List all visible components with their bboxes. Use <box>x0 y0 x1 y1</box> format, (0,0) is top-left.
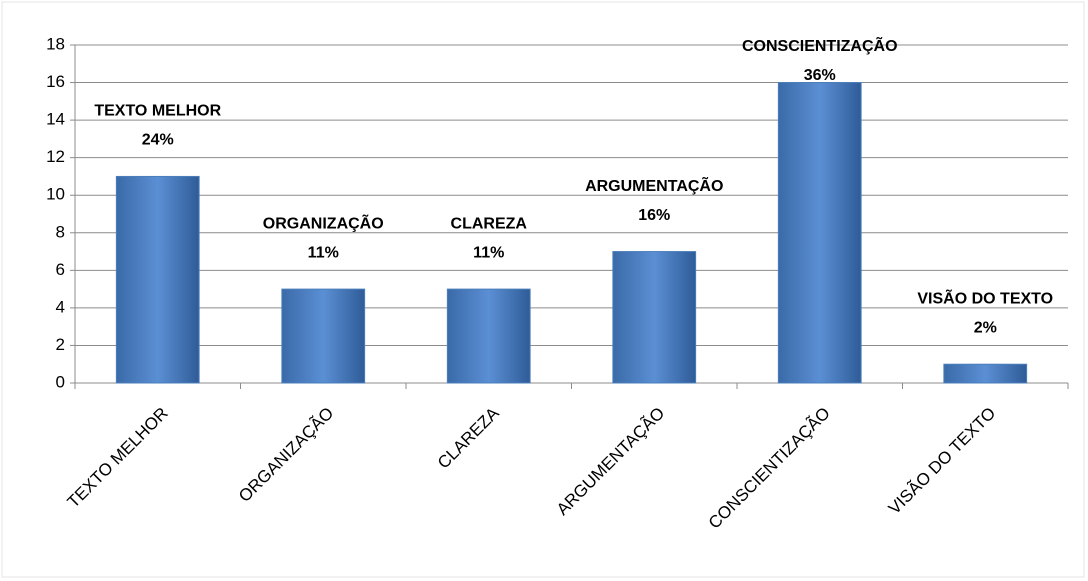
annotation-title: CLAREZA <box>451 215 528 232</box>
bar <box>943 363 1028 384</box>
annotation-text: 11% <box>308 244 339 261</box>
y-tick-label: 6 <box>56 260 65 279</box>
annotation-text: 11% <box>473 244 504 261</box>
y-tick-label: 14 <box>46 110 65 129</box>
y-tick-label: 0 <box>56 372 65 391</box>
bar <box>115 175 200 384</box>
annotation-title: VISÃO DO TEXTO <box>917 287 1053 307</box>
bar <box>777 82 862 384</box>
y-tick-label: 10 <box>46 185 65 204</box>
bar <box>446 288 531 384</box>
annotation-title: ORGANIZAÇÃO <box>263 212 384 232</box>
annotation-text: 16% <box>638 207 670 224</box>
annotation-text: 2% <box>974 319 997 336</box>
annotation-title: TEXTO MELHOR <box>94 103 221 120</box>
annotation-text: 36% <box>804 67 836 84</box>
y-tick-label: 8 <box>56 222 65 241</box>
bar <box>612 251 697 384</box>
annotation-title: ARGUMENTAÇÃO <box>585 175 723 195</box>
y-tick-label: 18 <box>46 34 65 53</box>
y-tick-label: 4 <box>56 297 65 316</box>
annotation-title: CONSCIENTIZAÇÃO <box>742 35 898 55</box>
y-tick-label: 2 <box>56 335 65 354</box>
annotation-text: 24% <box>142 132 174 149</box>
y-tick-label: 12 <box>46 147 65 166</box>
bar <box>281 288 366 384</box>
y-tick-label: 16 <box>46 72 65 91</box>
